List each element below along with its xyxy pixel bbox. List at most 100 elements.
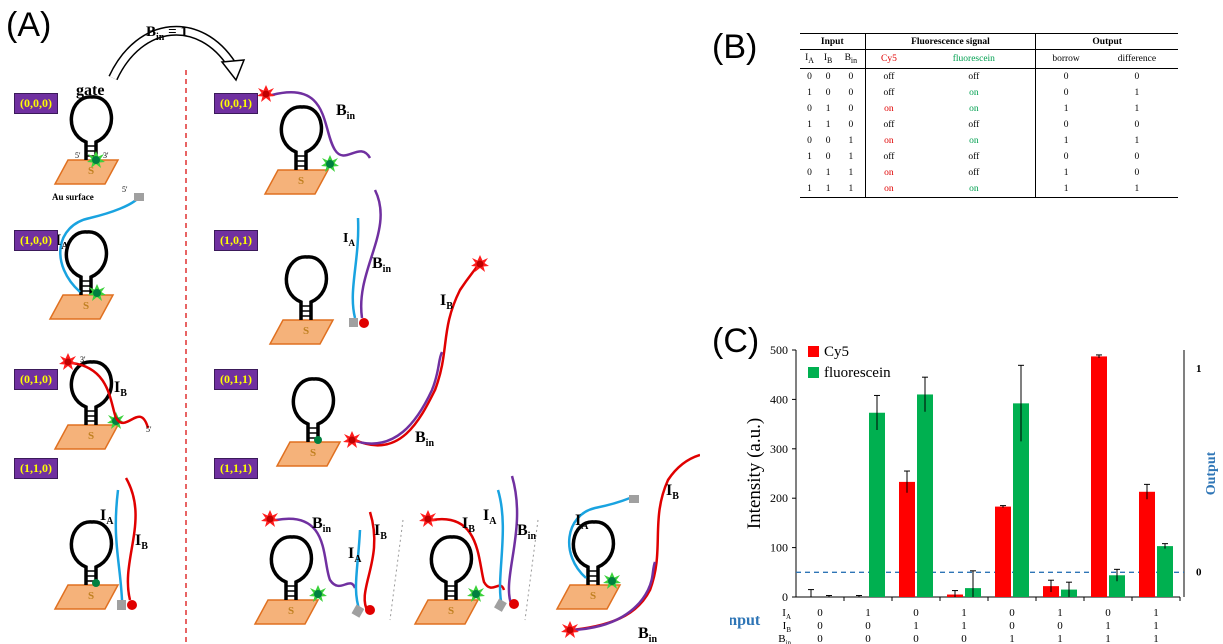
table-cell: 0 xyxy=(1035,85,1096,101)
svg-text:5': 5' xyxy=(146,425,152,434)
arrow-label: Bin = 1 xyxy=(146,24,188,43)
output-tick-label: 0 xyxy=(1196,566,1202,578)
svg-text:IB: IB xyxy=(374,522,387,542)
panel-b-letter: (B) xyxy=(712,28,758,66)
state-101-diagram: S xyxy=(269,255,334,345)
input-value: 0 xyxy=(1057,620,1063,632)
table-cell: 1 xyxy=(848,136,854,146)
input-row-label: IB xyxy=(783,620,792,634)
table-cell: 1 xyxy=(848,152,854,162)
input-row-label: IA xyxy=(782,607,791,621)
table-cell: 0 xyxy=(807,136,812,146)
svg-text:Bin: Bin xyxy=(517,522,536,542)
svg-text:IB: IB xyxy=(114,379,127,399)
svg-text:3': 3' xyxy=(103,151,109,160)
input-value: 0 xyxy=(913,633,919,644)
table-cell: on xyxy=(912,181,1036,198)
table-row: 1 1 1 on on 1 1 xyxy=(800,181,1178,198)
table-cell: 0 xyxy=(1134,72,1140,82)
state-001-diagram: S xyxy=(264,105,339,195)
svg-text:S: S xyxy=(303,325,309,337)
table-cell: 1 xyxy=(1035,101,1096,117)
table-cell: 0 xyxy=(848,72,854,82)
gate-label: gate xyxy=(76,82,104,99)
y-tick-label: 300 xyxy=(770,442,788,456)
table-cell: 0 xyxy=(1035,117,1096,133)
state-badge-000: (0,0,0) xyxy=(14,93,58,114)
panel-c-letter: (C) xyxy=(712,322,760,360)
table-cell: on xyxy=(969,88,979,98)
table-cell: off xyxy=(864,117,913,133)
table-cell: 0 xyxy=(1134,120,1140,130)
table-cell: 1 xyxy=(848,168,854,178)
state-111c-diagram: S xyxy=(556,520,621,610)
state-010-diagram: S xyxy=(54,360,125,450)
bar-fluorescein xyxy=(917,394,933,597)
input-value: 0 xyxy=(961,633,967,644)
state-011-diagram: S xyxy=(276,377,341,467)
table-row: 1 0 0 off on 0 1 xyxy=(800,85,1178,101)
svg-text:Bin: Bin xyxy=(372,255,391,275)
bar-fluorescein xyxy=(869,412,885,597)
table-cell: 1 xyxy=(825,104,831,114)
svg-text:5': 5' xyxy=(122,185,128,194)
svg-text:IB: IB xyxy=(440,292,453,312)
legend-label: Cy5 xyxy=(824,344,849,360)
table-row: 1 0 1 off off 0 0 xyxy=(800,149,1178,165)
input-value: 0 xyxy=(865,620,871,632)
input-value: 1 xyxy=(1105,620,1111,632)
svg-text:S: S xyxy=(288,605,294,617)
subheader-fluorescein: fluorescein xyxy=(912,49,1036,69)
table-cell: 1 xyxy=(1134,88,1140,98)
state-badge-101: (1,0,1) xyxy=(214,230,258,251)
table-cell: 1 xyxy=(837,181,866,198)
state-badge-011: (0,1,1) xyxy=(214,369,258,390)
svg-text:IA: IA xyxy=(100,507,114,527)
bar-cy5 xyxy=(1091,356,1107,597)
svg-text:5': 5' xyxy=(75,151,81,160)
table-cell: 1 xyxy=(819,181,838,198)
table-cell: off xyxy=(864,85,913,101)
table-cell: 0 xyxy=(1035,149,1096,165)
svg-text:Bin: Bin xyxy=(312,515,331,535)
svg-text:IB: IB xyxy=(666,482,679,502)
header-fluorescence: Fluorescence signal xyxy=(864,33,1036,50)
table-row: 0 0 0 off off 0 0 xyxy=(800,68,1178,85)
table-cell: 0 xyxy=(825,152,831,162)
svg-text:3': 3' xyxy=(80,355,86,364)
table-cell: off xyxy=(968,72,980,82)
input-value: 0 xyxy=(817,633,823,644)
input-value: 1 xyxy=(961,620,967,632)
svg-text:IA: IA xyxy=(343,231,355,248)
table-cell: 1 xyxy=(1035,133,1096,149)
table-cell: 1 xyxy=(1035,181,1096,198)
y-tick-label: 500 xyxy=(770,343,788,357)
svg-text:IA: IA xyxy=(575,512,589,532)
table-cell: 0 xyxy=(848,104,854,114)
input-value: 0 xyxy=(865,633,871,644)
output-tick-label: 1 xyxy=(1196,363,1202,375)
bar-fluorescein xyxy=(1109,575,1125,597)
table-cell: 0 xyxy=(825,72,831,82)
table-cell: off xyxy=(864,149,913,165)
input-value: 1 xyxy=(1057,607,1063,619)
table-cell: off xyxy=(968,168,980,178)
svg-text:IA: IA xyxy=(348,545,362,565)
table-cell: 1 xyxy=(807,152,812,162)
table-cell: on xyxy=(864,101,913,117)
svg-text:IB: IB xyxy=(462,515,475,535)
svg-text:Bin: Bin xyxy=(336,102,355,122)
bar-cy5 xyxy=(899,481,915,597)
table-cell: 1 xyxy=(800,181,820,198)
input-value: 1 xyxy=(1153,620,1159,632)
input-label: Input xyxy=(730,612,761,629)
table-cell: 1 xyxy=(825,120,831,130)
input-value: 1 xyxy=(1009,633,1015,644)
subheader-ib: IB xyxy=(819,49,838,69)
table-cell: 0 xyxy=(848,88,854,98)
table-cell: 0 xyxy=(1035,68,1096,85)
input-value: 1 xyxy=(1153,633,1159,644)
svg-text:S: S xyxy=(88,590,94,602)
table-cell: 0 xyxy=(807,72,812,82)
bar-fluorescein xyxy=(1157,546,1173,597)
